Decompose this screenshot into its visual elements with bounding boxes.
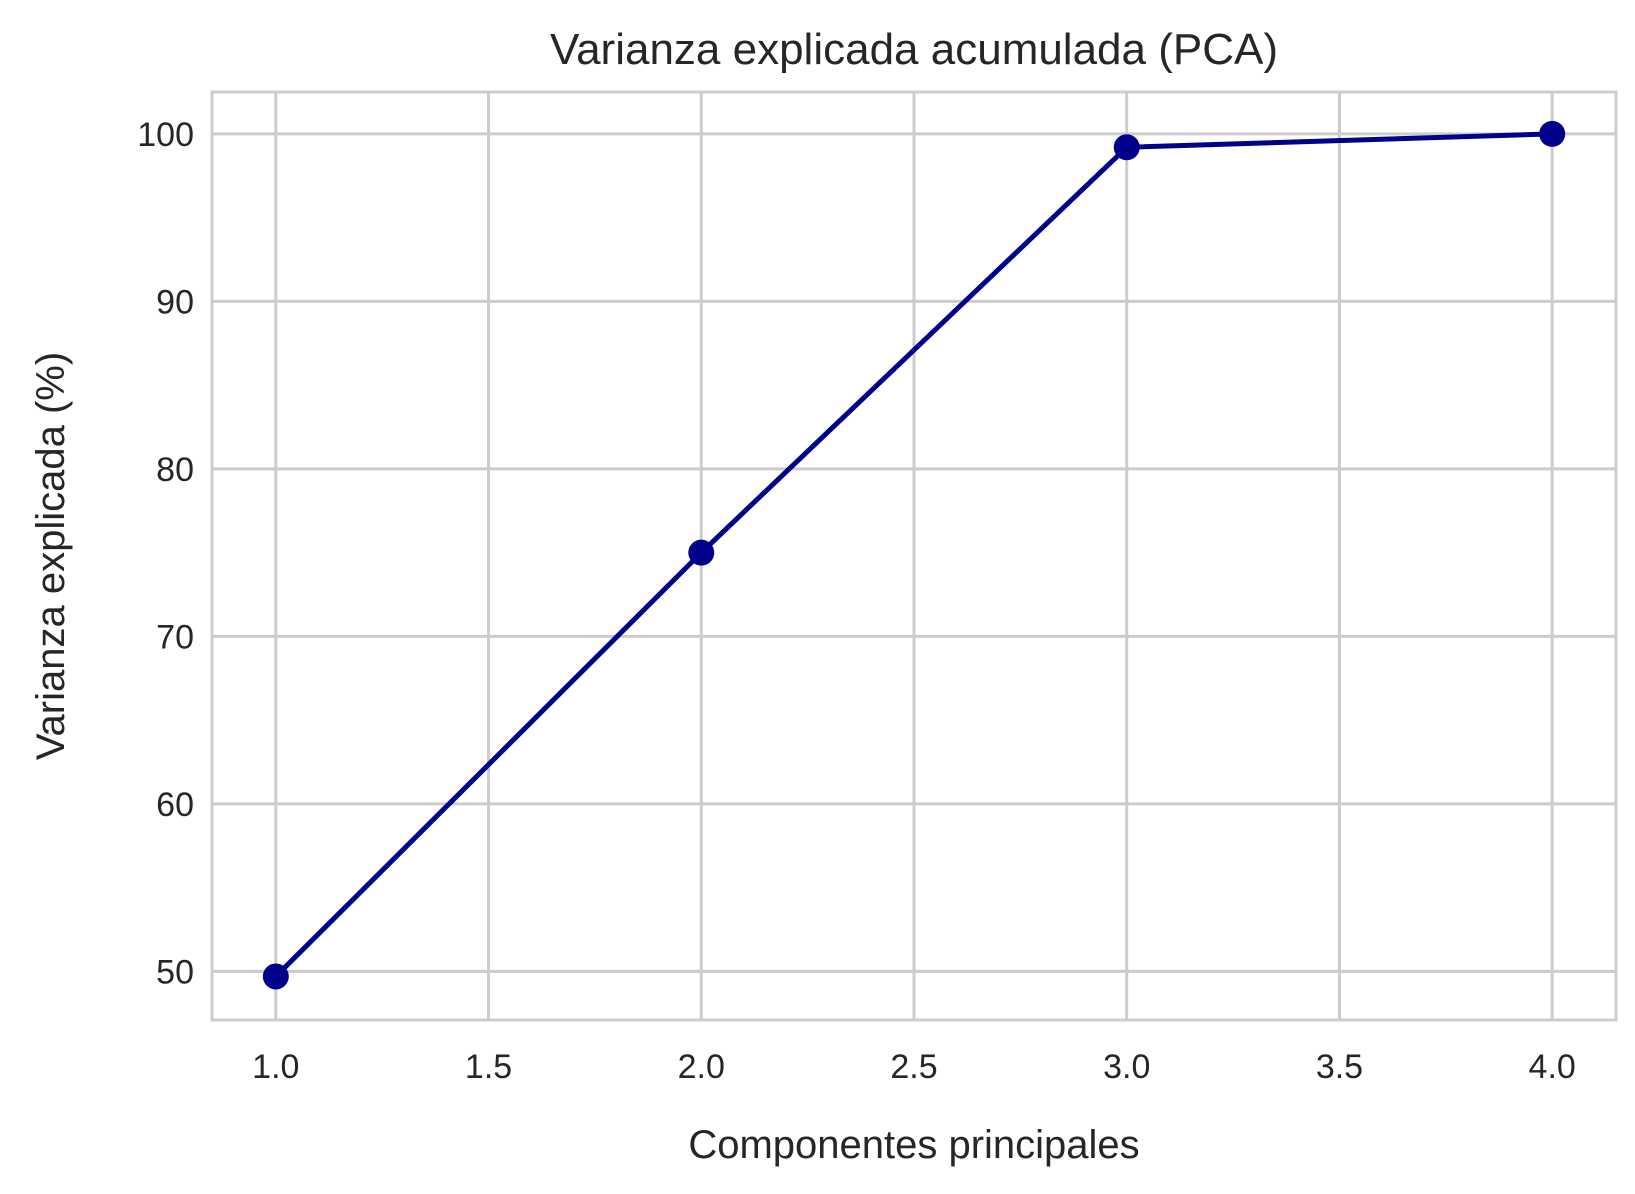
y-tick-label: 60 — [156, 786, 194, 824]
x-tick-label: 3.0 — [1103, 1048, 1150, 1086]
data-point — [262, 963, 289, 990]
x-tick-label: 2.0 — [678, 1048, 725, 1086]
series-layer — [262, 120, 1566, 990]
x-tick-label: 2.5 — [890, 1048, 937, 1086]
y-tick-label: 70 — [156, 618, 194, 656]
series-line — [273, 131, 1555, 979]
x-tick-label: 1.5 — [465, 1048, 512, 1086]
x-tick-label: 3.5 — [1316, 1048, 1363, 1086]
y-tick-label: 80 — [156, 451, 194, 489]
x-tick-label: 1.0 — [252, 1048, 299, 1086]
y-tick-label: 100 — [137, 116, 194, 154]
grid-layer — [212, 92, 1616, 1020]
data-point — [688, 539, 715, 566]
plot-frame — [210, 90, 1618, 1022]
data-point — [1113, 134, 1140, 161]
x-axis-label: Componentes principales — [688, 1123, 1139, 1167]
chart-title: Varianza explicada acumulada (PCA) — [550, 25, 1278, 74]
y-axis-label: Varianza explicada (%) — [29, 352, 73, 760]
x-tick-label: 4.0 — [1529, 1048, 1576, 1086]
tick-layer: 1.0 1.5 2.0 2.5 3.0 3.5 4.0 50 60 70 80 90 100 — [137, 116, 1576, 1086]
y-tick-label: 50 — [156, 953, 194, 991]
data-point — [1539, 120, 1566, 147]
y-tick-label: 90 — [156, 283, 194, 321]
